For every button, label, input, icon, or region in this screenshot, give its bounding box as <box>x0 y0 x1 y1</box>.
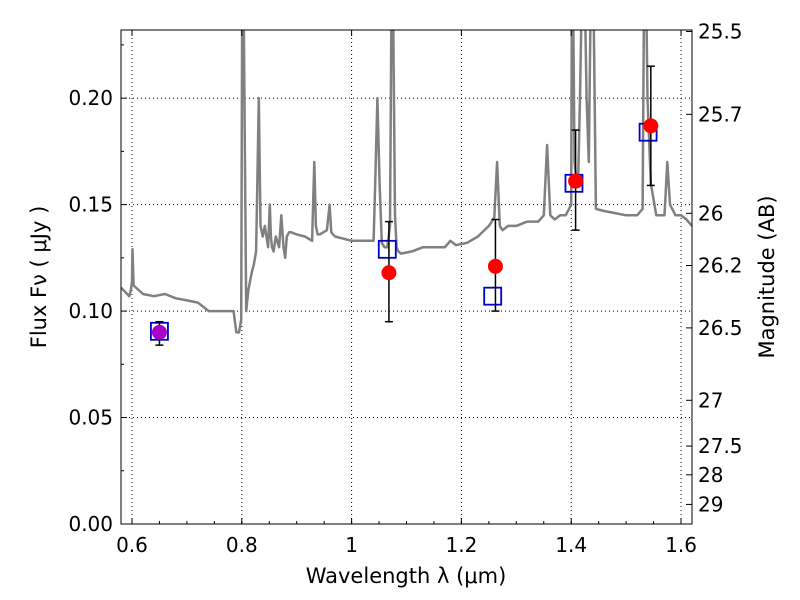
y-tick-label: 0.05 <box>68 406 113 430</box>
x-axis-label: Wavelength λ (μm) <box>306 564 507 588</box>
x-tick-label: 1.6 <box>665 533 697 557</box>
x-tick-label: 1.4 <box>555 533 587 557</box>
y2-tick-label: 26.5 <box>698 316 743 340</box>
y2-tick-label: 27 <box>698 388 723 412</box>
spectrum-layer <box>121 30 692 334</box>
model-band-square <box>483 286 503 306</box>
y2-tick-label: 27.5 <box>698 434 743 458</box>
y-tick-label: 0.10 <box>68 299 113 323</box>
observed-flux-point <box>568 173 584 189</box>
y2-tick-label: 25.5 <box>698 19 743 43</box>
observed-flux-point <box>643 118 659 134</box>
x-tick-label: 0.6 <box>116 533 148 557</box>
tick-labels: 0.6 0.8 1 1.2 1.4 1.6 0.00 0.05 0.10 0.15 0.20 25.5… <box>68 19 742 557</box>
y-axis-label: Flux Fν ( μJy ) <box>27 206 51 349</box>
y2-tick-label: 25.7 <box>698 102 743 126</box>
x-tick-label: 0.8 <box>226 533 258 557</box>
observed-flux-point <box>151 324 167 340</box>
y2-tick-label: 28 <box>698 463 723 487</box>
model-band-square <box>377 239 397 259</box>
observed-flux-point <box>381 265 397 281</box>
y2-tick-label: 29 <box>698 492 723 516</box>
y2-tick-label: 26 <box>698 201 723 225</box>
y2-axis-label: Magnitude (AB) <box>755 195 779 358</box>
y-tick-label: 0.15 <box>68 193 113 217</box>
grid <box>121 30 692 525</box>
ticks <box>121 30 692 525</box>
observed-flux-point <box>487 258 503 274</box>
x-tick-label: 1.2 <box>445 533 477 557</box>
plot-frame <box>120 29 693 525</box>
y-tick-label: 0.20 <box>68 86 113 110</box>
y2-tick-label: 26.2 <box>698 254 743 278</box>
x-tick-label: 1 <box>345 533 358 557</box>
y-tick-label: 0.00 <box>68 512 113 536</box>
spectrum-line <box>121 30 692 334</box>
points-layer <box>150 65 659 346</box>
